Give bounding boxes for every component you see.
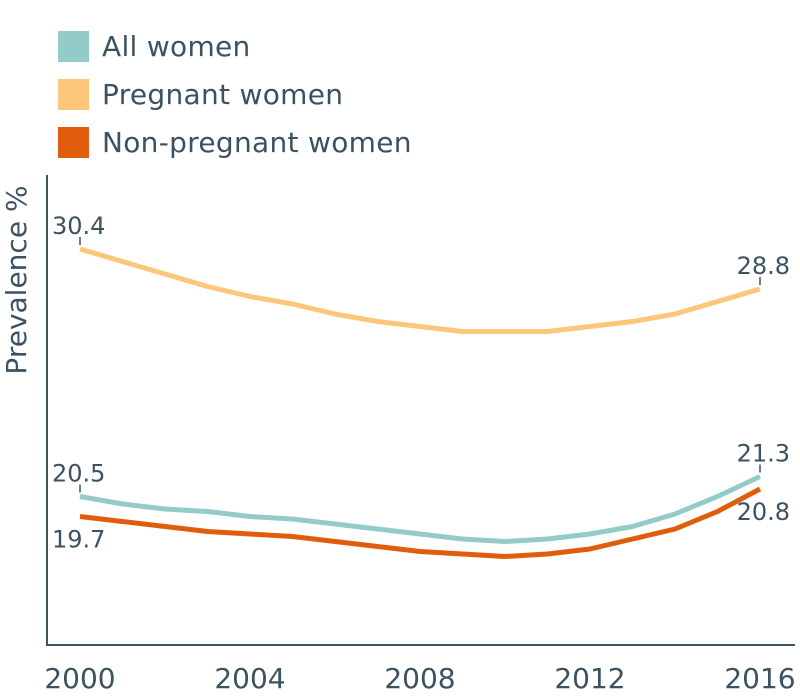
legend-label-all-women: All women <box>102 29 251 63</box>
data-label-all-women-2016: 21.3 <box>737 440 790 468</box>
legend-item-all-women: All women <box>58 22 412 70</box>
legend: All women Pregnant women Non-pregnant wo… <box>58 22 412 166</box>
series-line-non-pregnant-women <box>79 486 762 559</box>
legend-swatch-all-women <box>58 30 89 62</box>
chart-axes: 2000 2004 2008 2012 2016 Prevalence % <box>0 175 796 695</box>
legend-label-non-pregnant-women: Non-pregnant women <box>102 125 412 159</box>
legend-swatch-non-pregnant-women <box>58 126 89 158</box>
x-tick-label-2008: 2008 <box>384 662 455 695</box>
series-line-pregnant-women <box>79 246 761 334</box>
legend-item-pregnant-women: Pregnant women <box>58 70 412 118</box>
x-tick-label-2004: 2004 <box>214 662 285 695</box>
data-label-pregnant-women-2000: 30.4 <box>52 212 105 240</box>
legend-item-non-pregnant-women: Non-pregnant women <box>58 118 412 166</box>
x-tick-label-2016: 2016 <box>724 662 795 695</box>
data-labels: 20.5 21.3 30.4 28.8 19.7 20.8 <box>52 212 790 554</box>
data-label-non-pregnant-women-2016: 20.8 <box>737 498 790 526</box>
data-label-all-women-2000: 20.5 <box>52 460 105 488</box>
x-tick-label-2000: 2000 <box>44 662 115 695</box>
data-label-non-pregnant-women-2000: 19.7 <box>52 526 105 554</box>
data-label-pregnant-women-2016: 28.8 <box>737 252 790 280</box>
y-axis-label: Prevalence % <box>0 185 33 374</box>
series-lines <box>79 246 762 559</box>
series-line-all-women <box>79 474 762 544</box>
legend-label-pregnant-women: Pregnant women <box>102 77 344 111</box>
legend-swatch-pregnant-women <box>58 78 89 110</box>
x-tick-label-2012: 2012 <box>554 662 625 695</box>
